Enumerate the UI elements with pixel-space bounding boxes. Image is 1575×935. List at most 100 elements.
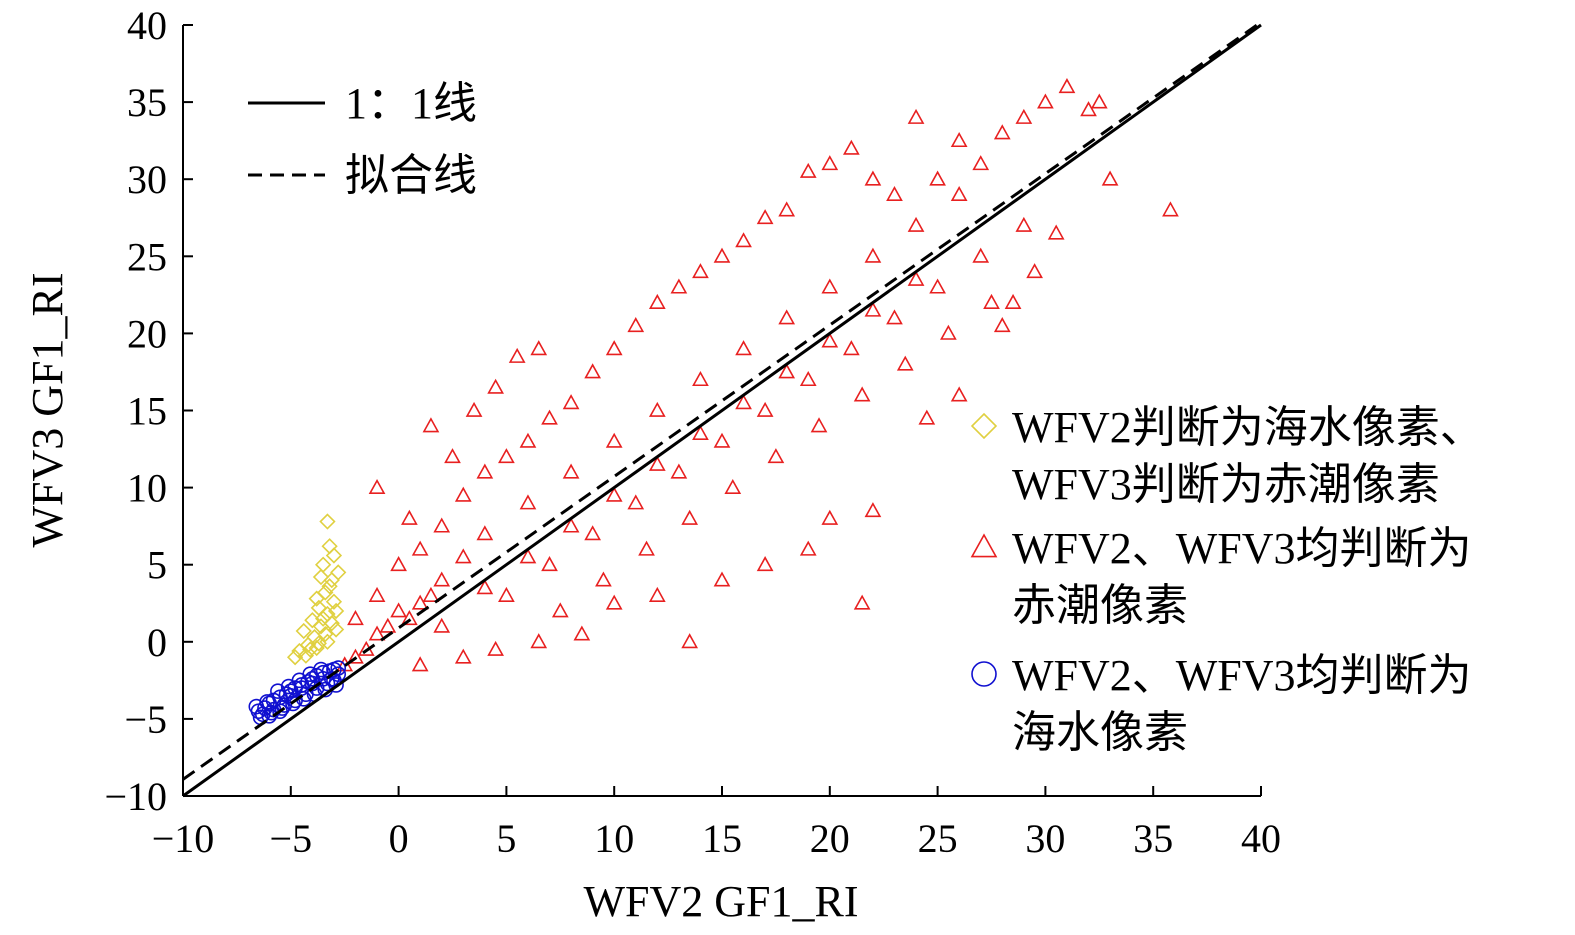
data-point (1090, 93, 1108, 109)
data-point (411, 656, 429, 672)
data-point (498, 586, 515, 602)
data-point (692, 263, 709, 279)
data-point (778, 309, 796, 325)
data-point (261, 708, 278, 724)
data-point (411, 540, 429, 556)
y-tick-label: 20 (127, 311, 167, 356)
data-point (401, 509, 418, 525)
data-point (308, 639, 325, 657)
data-point (648, 586, 666, 602)
data-point (843, 139, 860, 155)
legend-line-label: 1：1线 (345, 79, 477, 128)
x-tick-label: −5 (270, 816, 313, 861)
data-point (896, 355, 914, 371)
data-point (1047, 224, 1065, 240)
data-point (310, 635, 327, 652)
data-point (308, 590, 325, 607)
data-point (487, 378, 504, 394)
data-point (799, 540, 817, 556)
data-point (519, 548, 537, 564)
data-point (390, 556, 407, 572)
data-point (950, 132, 968, 148)
x-tick-label: 20 (810, 816, 850, 861)
data-point (713, 247, 731, 263)
legend-series-label: WFV2判断为海水像素、 (1012, 403, 1484, 452)
plot-area (248, 78, 1179, 726)
data-point (379, 617, 397, 633)
y-tick-label: 25 (127, 234, 167, 279)
x-tick-label: 15 (702, 816, 742, 861)
data-point (368, 586, 386, 602)
data-point (295, 622, 312, 640)
x-axis-label: WFV2 GF1_RI (583, 877, 858, 926)
data-point (498, 448, 515, 464)
data-point (465, 401, 483, 417)
data-point (735, 394, 752, 410)
data-point (605, 594, 623, 610)
axes: −10 −5 0 5 10 15 20 25 30 35 40 −10 −5 0 5 10 15 20 25 30 35… (104, 3, 1281, 861)
data-point (433, 617, 451, 633)
data-point (950, 386, 968, 402)
data-point (390, 602, 407, 618)
data-point (886, 309, 903, 325)
x-tick-label: 10 (594, 816, 634, 861)
data-point (508, 347, 526, 363)
data-point (330, 564, 347, 581)
data-point (312, 568, 330, 586)
data-point (864, 301, 882, 317)
data-point (454, 486, 472, 502)
data-point (778, 201, 796, 217)
data-point (605, 486, 623, 502)
data-point (713, 432, 731, 448)
data-point (907, 270, 925, 286)
data-point (778, 363, 796, 379)
data-point (285, 695, 301, 712)
data-point (519, 494, 537, 510)
data-point (648, 455, 666, 471)
data-point (929, 278, 946, 294)
data-point (422, 586, 440, 602)
identity-line (182, 23, 1262, 798)
data-point (821, 509, 839, 525)
data-point (972, 155, 990, 171)
data-point (530, 633, 548, 649)
data-point (692, 371, 709, 387)
x-tick-label: 25 (918, 816, 958, 861)
data-point (368, 625, 386, 641)
data-point (595, 571, 612, 587)
data-point (821, 332, 839, 348)
data-point (319, 513, 336, 530)
legend-marker-diamond (970, 412, 998, 440)
data-point (319, 633, 336, 650)
legend-marker-circle (971, 661, 997, 687)
data-point (422, 417, 440, 433)
data-point (940, 324, 957, 340)
data-point (627, 494, 645, 510)
series-diamond (286, 513, 347, 666)
data-point (297, 647, 315, 664)
y-tick-label: −10 (104, 774, 167, 819)
legend-series-label: WFV3判断为赤潮像素 (1012, 460, 1440, 509)
data-point (287, 692, 303, 709)
data-point (756, 401, 774, 417)
data-point (1037, 93, 1054, 109)
data-point (713, 571, 731, 587)
data-point (562, 517, 580, 533)
x-tick-label: −10 (152, 816, 215, 861)
data-point (670, 463, 688, 479)
legend-marker-triangle (970, 533, 998, 558)
data-point (756, 209, 774, 225)
data-point (476, 579, 494, 595)
data-point (907, 108, 925, 124)
data-point (454, 648, 472, 664)
data-point (864, 247, 882, 263)
data-point (315, 610, 332, 627)
data-point (317, 625, 334, 643)
data-point (843, 340, 860, 356)
data-point (454, 548, 472, 564)
data-point (1026, 263, 1043, 279)
data-point (562, 394, 580, 410)
data-point (735, 232, 752, 248)
series-triangle (336, 78, 1179, 672)
data-point (972, 247, 990, 263)
